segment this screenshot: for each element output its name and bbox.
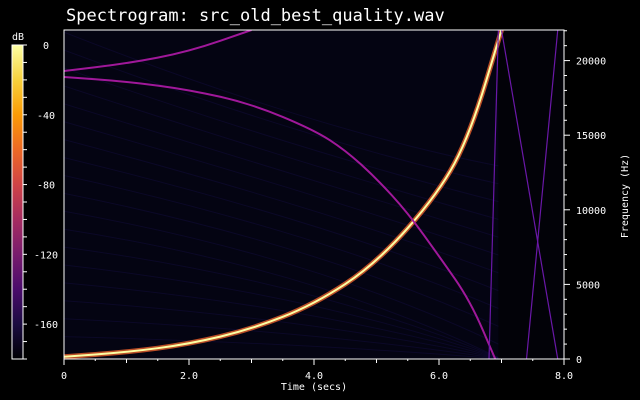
background-band	[64, 264, 502, 359]
background-band	[64, 103, 502, 239]
background-band	[64, 121, 502, 257]
background-band	[64, 31, 502, 168]
y-tick-label: 10000	[576, 206, 606, 217]
x-tick-label: 8.0	[555, 371, 573, 382]
trace-main-sweep	[64, 30, 503, 358]
x-tick-label: 0	[61, 371, 67, 382]
y-tick-label: 5000	[576, 280, 600, 291]
trace-4	[525, 30, 559, 359]
trace-5	[488, 30, 499, 359]
colorbar-tick-label: -120	[34, 250, 58, 261]
x-tick-label: 4.0	[305, 371, 323, 382]
colorbar-ticks: 0 -40 -80 -120 -160	[23, 41, 58, 360]
colorbar	[11, 44, 24, 360]
colorbar-label: dB	[12, 32, 24, 43]
colorbar-tick-label: -80	[37, 181, 55, 192]
trace-1	[64, 30, 252, 73]
trace-layer	[64, 30, 559, 359]
background-band	[64, 282, 502, 359]
background-band	[64, 85, 502, 221]
background-band	[64, 300, 502, 359]
background-band	[64, 174, 502, 311]
background-band	[64, 139, 502, 275]
trace-2	[64, 76, 497, 359]
colorbar-tick-label: -40	[37, 111, 55, 122]
background-band	[64, 246, 502, 359]
x-tick-label: 2.0	[180, 371, 198, 382]
x-axis: 0 2.0 4.0 6.0 8.0	[61, 359, 573, 382]
y-tick-label: 15000	[576, 131, 606, 142]
background-band	[64, 336, 502, 359]
colorbar-tick-label: -160	[34, 320, 58, 331]
colorbar-tick-label: 0	[43, 41, 49, 52]
y-axis-label: Frequency (Hz)	[620, 154, 631, 238]
background-band	[64, 210, 502, 347]
x-axis-label: Time (secs)	[281, 382, 347, 393]
background-band	[64, 228, 502, 359]
chart-title: Spectrogram: src_old_best_quality.wav	[66, 6, 445, 26]
y-tick-label: 0	[576, 355, 582, 366]
y-tick-label: 20000	[576, 57, 606, 68]
x-tick-label: 6.0	[430, 371, 448, 382]
background-band	[64, 67, 502, 203]
background-band	[64, 318, 502, 359]
background-band	[64, 192, 502, 329]
y-axis: 0 5000 10000 15000 20000	[564, 30, 606, 366]
trace-3	[500, 30, 559, 359]
